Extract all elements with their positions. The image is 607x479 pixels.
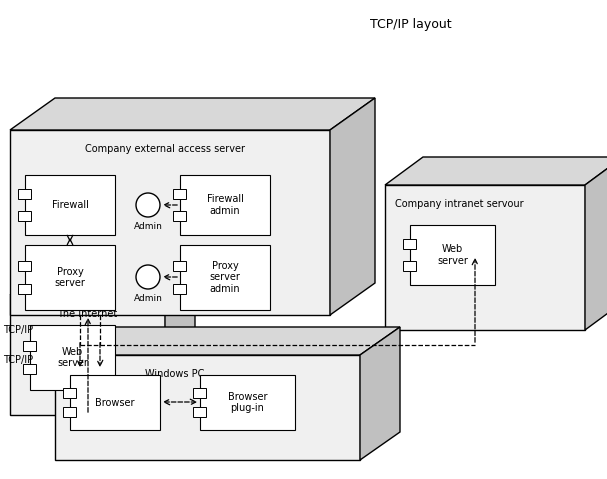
Bar	[63, 408, 76, 417]
Bar	[193, 388, 206, 398]
Bar	[25, 245, 115, 310]
Polygon shape	[165, 273, 195, 415]
Text: TCP/IP: TCP/IP	[3, 325, 33, 335]
Text: Proxy
server
admin: Proxy server admin	[209, 261, 240, 294]
Bar	[70, 375, 160, 430]
Text: Proxy
server: Proxy server	[55, 267, 86, 288]
Bar	[410, 225, 495, 285]
Text: Web
server: Web server	[57, 347, 88, 368]
Text: Web
server: Web server	[437, 244, 468, 266]
Bar	[173, 211, 186, 221]
Polygon shape	[585, 157, 607, 330]
Text: Admin: Admin	[134, 222, 163, 231]
Text: Admin: Admin	[134, 294, 163, 303]
Bar	[200, 375, 295, 430]
Text: The Internet: The Internet	[58, 309, 118, 319]
Text: Company external access server: Company external access server	[85, 144, 245, 154]
Bar	[63, 388, 76, 398]
Bar	[10, 130, 330, 315]
Bar	[18, 284, 31, 294]
Polygon shape	[10, 273, 195, 295]
Circle shape	[136, 265, 160, 289]
Bar	[193, 408, 206, 417]
Text: Browser: Browser	[95, 398, 135, 408]
Circle shape	[136, 193, 160, 217]
Bar	[55, 355, 360, 460]
Text: Browser
plug-in: Browser plug-in	[228, 392, 267, 413]
Bar	[385, 185, 585, 330]
Polygon shape	[385, 157, 607, 185]
Bar	[18, 261, 31, 271]
Text: Firewall: Firewall	[52, 200, 89, 210]
Bar	[18, 211, 31, 221]
Text: Company intranet servour: Company intranet servour	[395, 199, 524, 209]
Bar	[403, 239, 416, 249]
Bar	[173, 189, 186, 199]
Bar	[23, 341, 36, 351]
Text: Firewall
admin: Firewall admin	[206, 194, 243, 216]
Bar	[10, 295, 165, 415]
Bar	[173, 284, 186, 294]
Polygon shape	[55, 327, 400, 355]
Text: Windows PC: Windows PC	[145, 369, 205, 379]
Bar	[403, 261, 416, 271]
Polygon shape	[330, 98, 375, 315]
Text: TCP/IP: TCP/IP	[3, 355, 33, 365]
Bar	[23, 364, 36, 374]
Text: TCP/IP layout: TCP/IP layout	[370, 18, 452, 31]
Bar	[180, 175, 270, 235]
Bar	[180, 245, 270, 310]
Bar	[30, 325, 115, 390]
Polygon shape	[10, 98, 375, 130]
Bar	[25, 175, 115, 235]
Bar	[18, 189, 31, 199]
Bar	[173, 261, 186, 271]
Polygon shape	[360, 327, 400, 460]
